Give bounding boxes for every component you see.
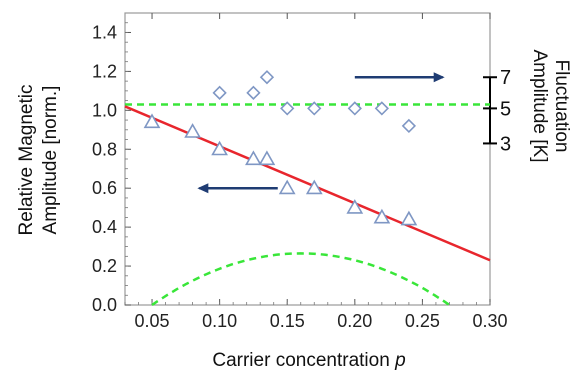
arrow-right-head: [433, 72, 445, 83]
diamond-point: [212, 85, 227, 100]
x-tick-label: 0.15: [270, 311, 305, 331]
diamond-point: [374, 101, 389, 116]
x-axis-label: Carrier concentration p: [212, 350, 405, 371]
triangle-point: [346, 199, 364, 214]
right-axis: 7 5 3: [483, 67, 511, 155]
triangle-point: [373, 208, 391, 224]
diamond-point: [259, 70, 275, 85]
x-axis: 0.05 0.10 0.15 0.20 0.25 0.30: [124, 13, 508, 331]
y-axis-label-line2: Amplitude [norm.]: [40, 86, 61, 235]
diamond-point: [307, 101, 322, 116]
x-tick-label: 0.20: [337, 311, 372, 331]
right-tick-label: 5: [500, 98, 511, 120]
y-tick-label: 1.4: [92, 22, 117, 42]
x-tick-label: 0.10: [202, 311, 237, 331]
triangle-point: [245, 150, 262, 166]
fit-line: [124, 105, 491, 262]
y-tick-label: 0.6: [92, 178, 117, 198]
x-tick-label: 0.05: [135, 311, 170, 331]
x-tick-label: 0.25: [405, 311, 440, 331]
y-tick-label: 0.0: [92, 295, 117, 315]
plot-frame: [124, 12, 491, 306]
triangle-point: [143, 113, 161, 129]
y-axis: 0.0 0.2 0.4 0.6 0.8 1.0 1.2 1.4: [92, 22, 131, 315]
right-axis-label-line1: Fluctuation: [551, 60, 572, 153]
x-axis-label-variable: p: [394, 350, 406, 371]
triangle-point: [184, 123, 201, 138]
right-axis-label-line2: Amplitude [K]: [529, 50, 550, 163]
right-tick-label: 7: [500, 67, 511, 89]
y-tick-label: 1.2: [92, 61, 117, 81]
plot-content: [124, 70, 491, 307]
right-tick-label: 3: [500, 133, 511, 155]
triangle-point: [305, 179, 323, 195]
diamond-point: [280, 101, 295, 116]
diamond-point: [246, 85, 261, 100]
arrow-left-head: [197, 183, 209, 194]
diamond-point: [347, 101, 362, 116]
triangle-point: [278, 179, 296, 195]
triangle-point: [400, 210, 418, 226]
y-tick-label: 0.2: [92, 256, 117, 276]
y-tick-label: 1.0: [92, 100, 117, 120]
diamond-point: [401, 118, 417, 134]
y-axis-label-line1: Relative Magnetic: [16, 84, 37, 235]
y-tick-label: 0.8: [92, 139, 117, 159]
triangle-point: [211, 140, 228, 156]
dashed-dome-curve: [151, 252, 451, 307]
x-tick-label: 0.30: [472, 311, 507, 331]
x-axis-label-text: Carrier concentration: [212, 350, 389, 371]
triangle-point: [258, 150, 276, 166]
y-tick-label: 0.4: [92, 217, 117, 237]
